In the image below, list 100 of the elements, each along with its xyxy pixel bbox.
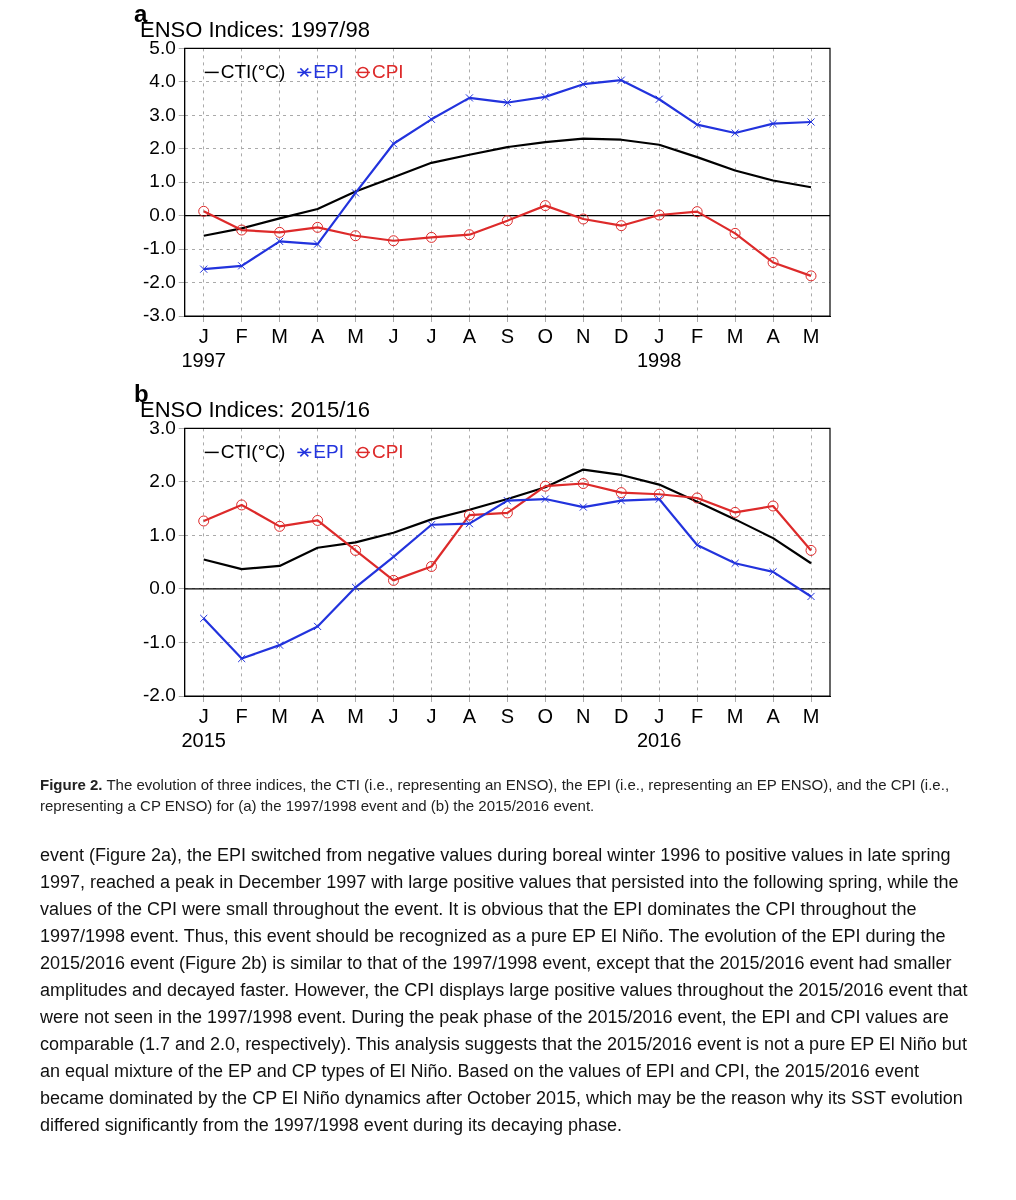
x-tick-label: F: [235, 704, 248, 727]
point: [237, 261, 246, 270]
point: [425, 231, 437, 243]
point: [767, 256, 779, 268]
point: [655, 95, 664, 104]
point: [312, 221, 324, 233]
x-tick-label: J: [426, 324, 437, 347]
point: [427, 520, 436, 529]
point: [465, 519, 474, 528]
x-tick-label: A: [462, 704, 477, 727]
point: [388, 235, 399, 247]
point: [617, 496, 626, 505]
legend-label: CTI(°C): [220, 440, 286, 462]
point: [388, 574, 399, 586]
x-tick-label: N: [576, 324, 591, 347]
point: [312, 514, 324, 526]
x-tick-label: A: [462, 324, 477, 347]
point: [350, 544, 362, 556]
point: [539, 200, 551, 212]
point: [198, 515, 210, 527]
x-tick-label: J 2015: [181, 704, 226, 751]
x-tick-label: M: [271, 704, 288, 727]
x-tick-label: N: [576, 704, 591, 727]
point: [767, 500, 779, 512]
point: [731, 128, 740, 138]
point: [313, 240, 322, 249]
point: [615, 487, 627, 499]
y-tick-label: 2.0: [149, 136, 176, 158]
point: [617, 76, 626, 85]
point: [275, 641, 284, 650]
point: [236, 499, 248, 511]
point: [615, 220, 627, 232]
x-tick-label: F: [691, 704, 704, 727]
point: [806, 117, 816, 127]
point: [351, 188, 360, 197]
point: [463, 229, 475, 241]
x-tick-label: J 1997: [181, 324, 226, 371]
point: [503, 98, 512, 107]
point: [501, 507, 513, 519]
point: [389, 552, 398, 561]
x-tick-label: D: [614, 324, 629, 347]
caption: Figure 2. The evolution of three indices, the CTI (i.e., representing an ENSO), the EPI (i.e., representing an EP ENSO), and the CPI (i.e., representing a CP ENSO) for (a) the 1997/1998 event and (b) the 2015/2016 event.: [40, 775, 951, 816]
point: [691, 492, 703, 504]
y-tick-label: 2.0: [149, 470, 176, 492]
x-tick-label: A: [310, 324, 325, 347]
point: [577, 478, 589, 490]
x-tick-label: A: [766, 704, 781, 727]
y-tick-label: -3.0: [142, 304, 176, 326]
x-tick-label: M: [726, 324, 744, 347]
x-tick-label: M: [347, 704, 364, 727]
x-tick-label: J: [388, 704, 399, 727]
x-tick-label: A: [766, 324, 781, 347]
point: [199, 265, 208, 274]
point: [541, 92, 550, 101]
point: [503, 496, 512, 505]
point: [425, 560, 437, 572]
x-tick-label: J: [426, 704, 437, 727]
legend-label: CPI: [371, 440, 404, 462]
x-tick-label: J 2016: [636, 704, 682, 751]
point: [275, 237, 284, 246]
legend-label: CPI: [371, 60, 404, 82]
point: [541, 495, 550, 504]
point: [237, 654, 246, 663]
y-tick-label: 4.0: [149, 70, 176, 92]
point: [427, 115, 436, 124]
point: [198, 205, 210, 217]
point: [769, 567, 778, 576]
x-tick-label: D: [614, 704, 629, 727]
point: [805, 544, 817, 556]
x-tick-label: M: [347, 324, 364, 347]
y-tick-label: 3.0: [149, 416, 176, 438]
legend-label: EPI: [313, 60, 344, 82]
point: [350, 230, 362, 242]
point: [501, 215, 513, 227]
point: [806, 592, 816, 601]
y-tick-label: 1.0: [149, 523, 176, 545]
x-tick-label: A: [310, 704, 325, 727]
x-tick-label: M: [802, 324, 820, 347]
point: [274, 226, 286, 238]
point: [236, 224, 248, 236]
point: [729, 506, 741, 518]
point: [465, 93, 474, 102]
text: event (Figure 2a), the EPI switched from negative values during boreal winter 1996 to positive values in late spring 1997, reached a peak in December 1997 with large positive values that persisted into the following spring, while the values of the CPI were small throughout the event. It is obvious that the EPI dominates the CPI throughout the 1997/1998 event. Thus, this event should be recognized as a pure EP El Niño. The evolution of the EPI during the 2015/2016 event (Figure 2b) is similar to that of the 1997/1998 event, except that the 2015/2016 event had smaller amplitudes and decayed faster. However, the CPI displays large positive values throughout the 2015/2016 event that were not seen in the 1997/1998 event. During the peak phase of the 2015/2016 event, the EPI and CPI values are comparable (1.7 and 2.0, respectively). This analysis suggests that the 2015/2016 event is not a pure EP El Niño but an equal mixture of the EP and CP types of El Niño. Based on the values of EPI and CPI, the 2015/2016 event became dominated by the CP El Niño dynamics after October 2015, which may be the reason why its SST evolution differed significantly from the 1997/1998 event during its decaying phase.: [40, 845, 968, 1135]
x-tick-label: F: [235, 324, 248, 347]
point: [729, 227, 741, 239]
point: [389, 139, 398, 148]
point: [653, 488, 665, 500]
point: [579, 80, 588, 89]
y-tick-label: 1.0: [149, 170, 176, 192]
x-tick-label: F: [691, 324, 704, 347]
legend-label: EPI: [313, 440, 344, 462]
point: [539, 480, 551, 492]
x-tick-label: J: [388, 324, 399, 347]
point: [579, 503, 588, 512]
y-tick-label: 3.0: [149, 103, 176, 125]
y-tick-label: -1.0: [142, 630, 176, 652]
point: [691, 206, 703, 218]
point: [577, 213, 589, 225]
y-tick-label: 0.0: [149, 203, 176, 225]
point: [655, 495, 664, 504]
